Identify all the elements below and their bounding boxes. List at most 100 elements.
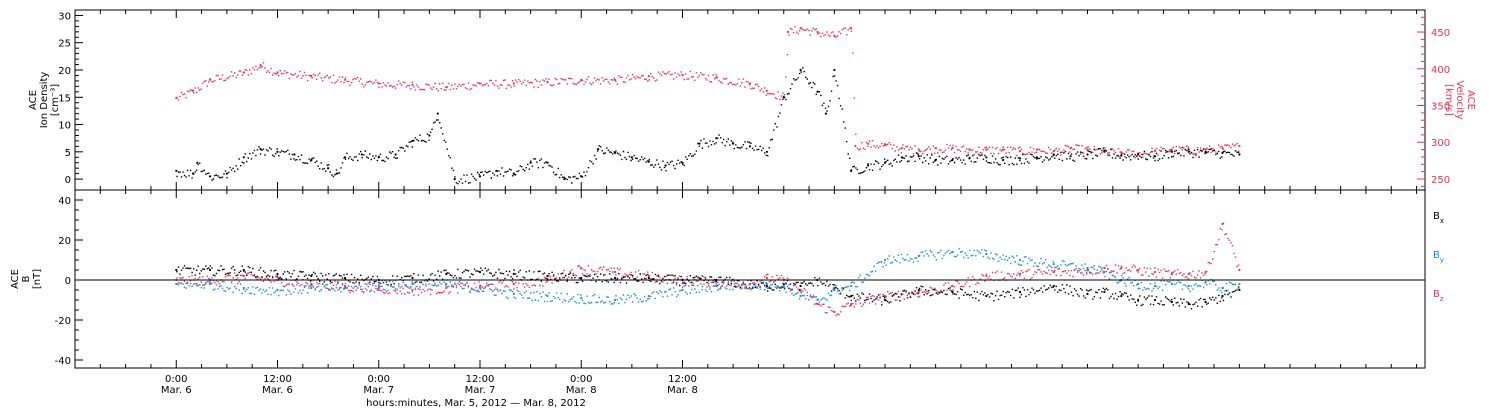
data-point-velocity — [1221, 147, 1224, 150]
data-point-Bx — [883, 298, 887, 302]
data-point-velocity — [799, 27, 802, 30]
data-point-velocity — [411, 83, 414, 86]
velocity-tick-label: 400 — [1431, 65, 1450, 76]
data-point-density — [563, 178, 566, 181]
data-point-Bx — [647, 276, 650, 280]
data-point-density — [428, 134, 431, 137]
field-tick-label: -20 — [55, 316, 71, 327]
data-point-density — [597, 148, 600, 151]
data-point-density — [453, 178, 456, 181]
data-point-Bz — [613, 270, 617, 274]
field-data-points — [175, 222, 1241, 317]
data-point-density — [1170, 150, 1173, 153]
data-point-velocity — [1002, 148, 1005, 151]
data-point-density — [799, 68, 802, 72]
data-point-density — [1086, 153, 1089, 156]
data-point-velocity — [276, 71, 279, 74]
data-point-density — [259, 148, 262, 151]
data-point-Bz — [512, 282, 515, 286]
data-point-By — [1170, 282, 1173, 286]
data-point-Bz — [765, 276, 769, 280]
data-point-Bx — [613, 276, 617, 280]
density-axis-title-line: [cm⁻³] — [50, 84, 61, 116]
date-tick-label: Mar. 7 — [465, 385, 496, 396]
field-axis-title-line: ACE — [10, 269, 21, 289]
density-axis-title: ACEIon Density[cm⁻³] — [28, 72, 61, 129]
data-point-By — [1086, 266, 1089, 270]
data-point-velocity — [917, 148, 920, 151]
data-point-By — [799, 294, 802, 298]
data-point-velocity — [816, 30, 819, 34]
data-point-velocity — [1120, 151, 1123, 154]
data-point-density — [360, 153, 363, 156]
data-point-velocity — [715, 76, 718, 79]
data-point-Bx — [917, 288, 920, 292]
data-point-Bz — [1018, 272, 1022, 276]
density-axis-title-line: Ion Density — [39, 72, 50, 129]
data-point-velocity — [647, 75, 650, 78]
data-point-density — [1052, 153, 1055, 156]
velocity-axis-label: ACEVelocity[km/s] — [1443, 80, 1476, 119]
data-point-velocity — [1170, 148, 1173, 151]
data-point-Bz — [1187, 272, 1190, 276]
data-point-density — [225, 172, 228, 175]
data-point-Bz — [377, 286, 380, 290]
data-point-density — [698, 142, 701, 145]
data-point-density — [664, 164, 667, 167]
date-tick-label: Mar. 8 — [667, 385, 698, 396]
data-point-velocity — [478, 82, 482, 85]
density-tick-label: 5 — [65, 148, 71, 159]
data-point-velocity — [546, 80, 549, 84]
data-point-By — [512, 292, 515, 296]
field-axis-label: ACEB[nT] — [10, 269, 43, 289]
data-point-By — [1187, 284, 1190, 288]
date-tick-label: Mar. 8 — [566, 385, 597, 396]
data-point-density — [647, 160, 650, 163]
data-point-velocity — [951, 147, 954, 150]
data-point-density — [1069, 155, 1072, 158]
data-point-By — [377, 284, 380, 288]
data-point-By — [175, 282, 178, 286]
plasma-axes: 0 5 10 15 20 25 30 250 300 350 400 450 — [58, 9, 1450, 191]
data-point-density — [1221, 151, 1224, 154]
data-point-velocity — [1069, 147, 1072, 150]
velocity-tick-label: 350 — [1431, 102, 1450, 113]
data-point-By — [1137, 282, 1140, 286]
data-point-velocity — [1238, 144, 1241, 147]
field-axis-title-line: B — [21, 275, 32, 282]
data-point-velocity — [343, 78, 347, 81]
series-density-points — [176, 67, 1240, 185]
date-tick-label: Mar. 6 — [262, 385, 293, 396]
data-point-velocity — [900, 147, 904, 150]
field-tick-label: 40 — [58, 196, 71, 207]
data-point-Bz — [478, 284, 482, 288]
data-point-density — [833, 68, 836, 72]
data-point-Bx — [343, 276, 347, 280]
velocity-axis-title-line: Velocity — [1454, 80, 1465, 119]
data-point-density — [394, 153, 397, 156]
data-point-velocity — [883, 144, 887, 147]
data-point-By — [850, 284, 853, 288]
legend-Bz: Bz — [1433, 289, 1444, 303]
density-tick-label: 25 — [58, 39, 71, 50]
data-point-density — [630, 156, 634, 159]
data-point-density — [343, 156, 347, 159]
time-tick-label: 12:00 — [263, 374, 292, 385]
data-point-Bz — [647, 274, 650, 278]
data-point-Bz — [985, 274, 988, 278]
data-point-By — [951, 250, 954, 254]
data-point-density — [1035, 156, 1038, 159]
data-point-velocity — [1153, 150, 1157, 153]
data-point-By — [748, 282, 752, 286]
data-point-density — [1137, 153, 1140, 156]
data-point-density — [934, 158, 937, 162]
data-point-Bx — [765, 284, 769, 288]
velocity-axis-title-line: [km/s] — [1443, 84, 1454, 116]
legend-main: B — [1433, 250, 1440, 261]
data-point-By — [765, 282, 769, 286]
data-point-Bx — [1018, 290, 1022, 294]
data-point-Bx — [1238, 288, 1241, 292]
data-point-velocity — [985, 148, 988, 151]
